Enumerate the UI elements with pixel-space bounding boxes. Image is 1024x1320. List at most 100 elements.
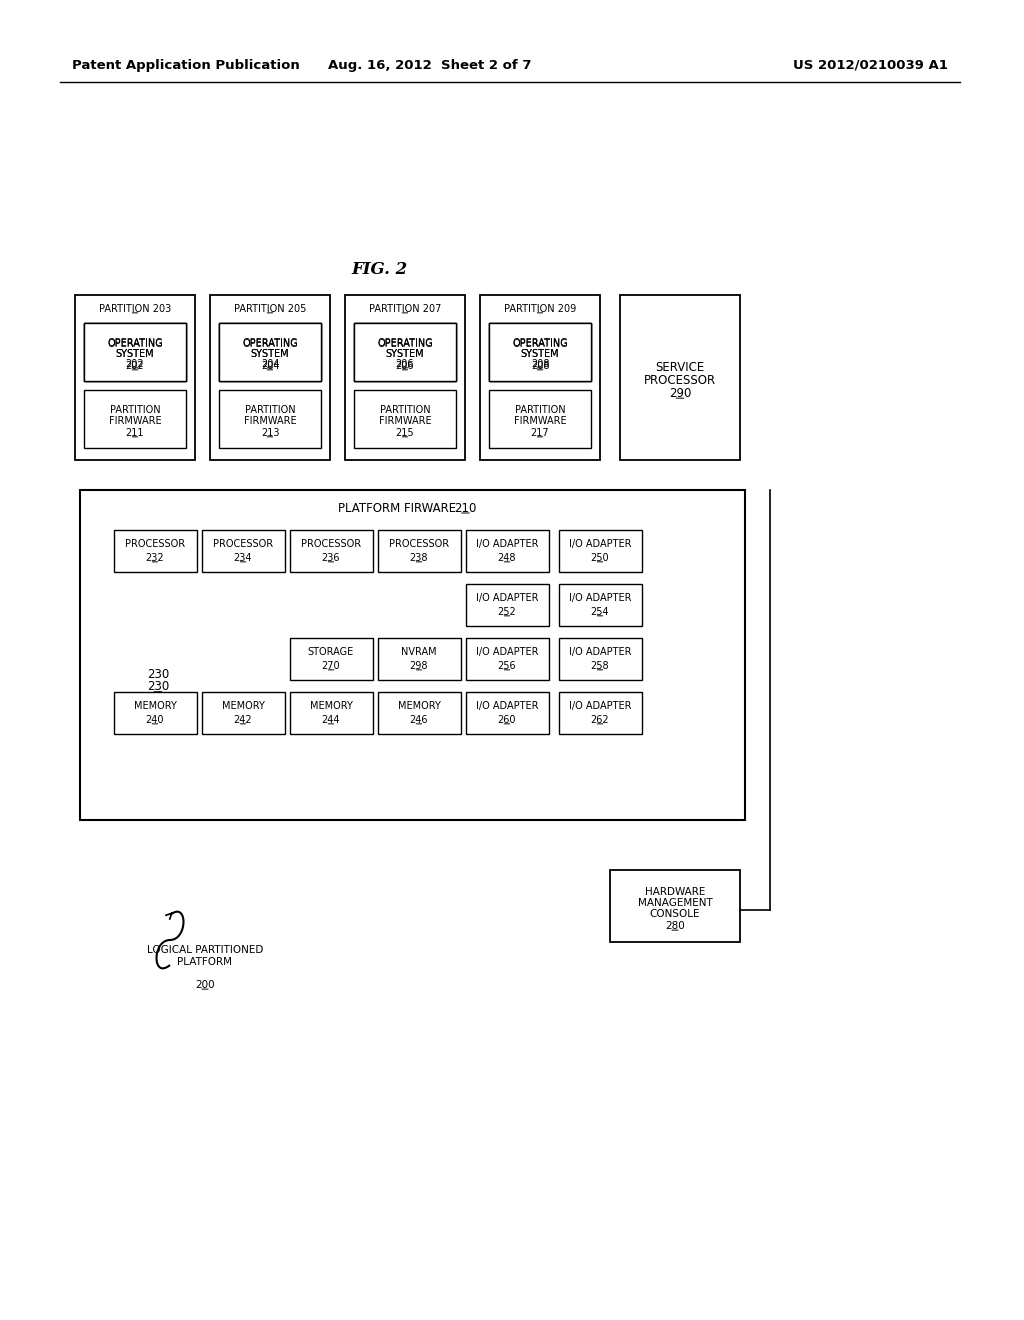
Text: FIRMWARE: FIRMWARE — [514, 416, 566, 426]
Text: 280: 280 — [666, 921, 685, 931]
Text: STORAGE: STORAGE — [308, 647, 354, 657]
Text: MEMORY: MEMORY — [133, 701, 176, 711]
Text: 256: 256 — [498, 661, 516, 671]
Bar — [290, 638, 373, 680]
Bar — [354, 323, 456, 381]
Bar — [558, 692, 641, 734]
Bar — [558, 583, 641, 626]
Bar — [558, 638, 641, 680]
Bar — [210, 294, 330, 459]
Text: LOGICAL PARTITIONED
PLATFORM: LOGICAL PARTITIONED PLATFORM — [146, 945, 263, 966]
Bar — [219, 323, 321, 381]
Text: 238: 238 — [410, 553, 428, 564]
Bar — [219, 323, 321, 381]
Text: 202: 202 — [126, 359, 144, 370]
Bar — [489, 323, 591, 381]
Text: OPERATING: OPERATING — [512, 339, 568, 348]
Text: PARTITION 205: PARTITION 205 — [233, 304, 306, 314]
Bar — [290, 692, 373, 734]
Text: OPERATING: OPERATING — [108, 338, 163, 348]
Text: MANAGEMENT: MANAGEMENT — [638, 898, 713, 908]
Text: NVRAM: NVRAM — [401, 647, 437, 657]
Text: 206: 206 — [395, 359, 415, 370]
Text: I/O ADAPTER: I/O ADAPTER — [476, 539, 539, 549]
Text: 210: 210 — [455, 502, 477, 515]
Bar — [620, 294, 740, 459]
Bar — [219, 389, 321, 447]
Text: 204: 204 — [261, 359, 280, 370]
Bar — [354, 389, 456, 447]
Text: 248: 248 — [498, 553, 516, 564]
Text: I/O ADAPTER: I/O ADAPTER — [568, 593, 631, 603]
Text: 204: 204 — [261, 360, 280, 371]
Bar — [466, 583, 549, 626]
Bar — [114, 531, 197, 572]
Text: 234: 234 — [233, 553, 252, 564]
Text: OPERATING: OPERATING — [242, 338, 298, 348]
Text: 208: 208 — [530, 359, 549, 370]
Text: 213: 213 — [261, 428, 280, 438]
Text: PARTITION 203: PARTITION 203 — [99, 304, 171, 314]
Text: 262: 262 — [591, 715, 609, 725]
Text: 215: 215 — [395, 428, 415, 438]
Text: FIRMWARE: FIRMWARE — [379, 416, 431, 426]
Text: 217: 217 — [530, 428, 549, 438]
Text: 202: 202 — [126, 360, 144, 371]
Bar — [466, 638, 549, 680]
Bar — [354, 323, 456, 381]
Bar — [290, 531, 373, 572]
Text: PROCESSOR: PROCESSOR — [125, 539, 185, 549]
Bar — [84, 389, 186, 447]
Text: I/O ADAPTER: I/O ADAPTER — [568, 701, 631, 711]
Text: OPERATING: OPERATING — [377, 338, 433, 348]
Bar — [378, 531, 461, 572]
Text: 230: 230 — [146, 681, 169, 693]
Bar — [75, 294, 195, 459]
Bar — [84, 323, 186, 381]
Text: PARTITION: PARTITION — [515, 405, 565, 414]
Text: 230: 230 — [146, 668, 169, 681]
Text: 200: 200 — [196, 979, 215, 990]
Bar — [114, 692, 197, 734]
Text: 240: 240 — [145, 715, 164, 725]
Text: OPERATING: OPERATING — [108, 339, 163, 348]
Text: PLATFORM FIRWARE: PLATFORM FIRWARE — [339, 502, 457, 515]
Text: FIRMWARE: FIRMWARE — [244, 416, 296, 426]
Text: 208: 208 — [530, 360, 549, 371]
Text: SYSTEM: SYSTEM — [116, 348, 155, 359]
Text: 250: 250 — [591, 553, 609, 564]
Bar — [466, 692, 549, 734]
Text: PARTITION 209: PARTITION 209 — [504, 304, 577, 314]
Bar — [480, 294, 600, 459]
Text: 252: 252 — [498, 607, 516, 616]
Text: SYSTEM: SYSTEM — [116, 348, 155, 359]
Text: 236: 236 — [322, 553, 340, 564]
Text: SYSTEM: SYSTEM — [520, 348, 559, 359]
Text: FIG. 2: FIG. 2 — [352, 261, 409, 279]
Text: 232: 232 — [145, 553, 164, 564]
Text: 270: 270 — [322, 661, 340, 671]
Text: I/O ADAPTER: I/O ADAPTER — [568, 539, 631, 549]
Text: PROCESSOR: PROCESSOR — [644, 374, 716, 387]
Text: I/O ADAPTER: I/O ADAPTER — [476, 647, 539, 657]
Text: PROCESSOR: PROCESSOR — [389, 539, 450, 549]
Text: Aug. 16, 2012  Sheet 2 of 7: Aug. 16, 2012 Sheet 2 of 7 — [329, 58, 531, 71]
Text: 254: 254 — [591, 607, 609, 616]
Text: PARTITION: PARTITION — [245, 405, 295, 414]
Text: CONSOLE: CONSOLE — [650, 909, 700, 919]
Bar — [489, 389, 591, 447]
Text: 290: 290 — [669, 387, 691, 400]
Bar — [80, 490, 745, 820]
Text: OPERATING: OPERATING — [377, 339, 433, 348]
Bar — [489, 323, 591, 381]
Text: SYSTEM: SYSTEM — [251, 348, 290, 359]
Text: SYSTEM: SYSTEM — [520, 348, 559, 359]
Text: PARTITION 207: PARTITION 207 — [369, 304, 441, 314]
Text: 242: 242 — [233, 715, 252, 725]
Bar — [345, 294, 465, 459]
Bar — [84, 323, 186, 381]
Text: MEMORY: MEMORY — [221, 701, 264, 711]
Text: 258: 258 — [591, 661, 609, 671]
Text: 298: 298 — [410, 661, 428, 671]
Text: Patent Application Publication: Patent Application Publication — [72, 58, 300, 71]
